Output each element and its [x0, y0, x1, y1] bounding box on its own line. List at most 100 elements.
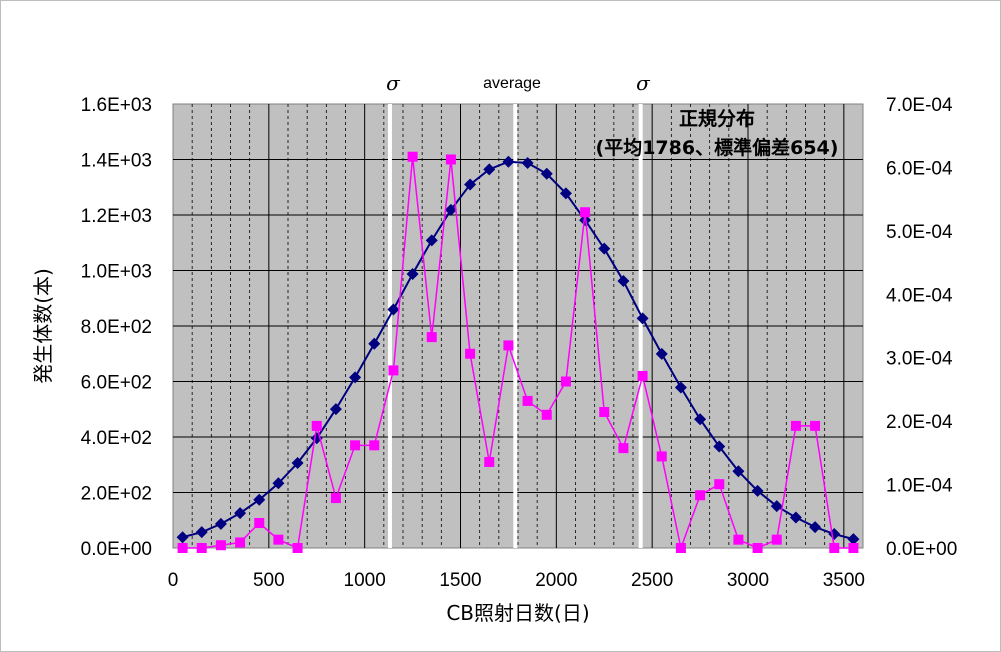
normal-distribution-point	[464, 178, 477, 191]
normal-distribution-point	[483, 163, 496, 176]
occurrence-count-series	[177, 151, 859, 553]
normal-distribution-point	[444, 203, 457, 216]
normal-distribution-point	[234, 507, 247, 520]
normal-distribution-point	[368, 337, 381, 350]
occurrence-count-point	[503, 340, 514, 351]
normal-distribution-point	[387, 303, 400, 316]
normal-distribution-point	[751, 484, 764, 497]
y-left-tick-label: 1.6E+03	[81, 95, 152, 116]
x-tick-label: 1000	[344, 570, 386, 591]
normal-distribution-point	[349, 371, 362, 384]
normal-distribution-point	[559, 187, 572, 200]
normal-distribution-point	[329, 403, 342, 416]
occurrence-count-point	[656, 451, 667, 462]
occurrence-count-point	[215, 540, 226, 551]
occurrence-count-point	[292, 543, 303, 553]
normal-distribution-point	[598, 242, 611, 255]
occurrence-count-point	[350, 440, 361, 451]
y-right-tick-label: 1.0E-04	[886, 476, 953, 497]
occurrence-count-point	[541, 409, 552, 420]
normal-distribution-point	[655, 347, 668, 360]
normal-distribution-point	[770, 500, 783, 513]
x-tick-label: 2500	[631, 570, 673, 591]
y-right-tick-label: 3.0E-04	[886, 349, 953, 370]
y-left-tick-label: 0.0E+00	[81, 539, 152, 560]
occurrence-count-point	[733, 534, 744, 545]
y-left-tick-label: 6.0E+02	[81, 373, 152, 394]
normal-distribution-point	[617, 274, 630, 287]
normal-distribution-point	[253, 493, 266, 506]
y-right-tick-label: 2.0E-04	[886, 412, 953, 433]
occurrence-count-point	[484, 456, 495, 467]
occurrence-count-point	[675, 543, 686, 553]
occurrence-count-point	[426, 332, 437, 343]
occurrence-count-point	[790, 420, 801, 431]
occurrence-count-point	[695, 490, 706, 501]
y-right-tick-label: 7.0E-04	[886, 95, 953, 116]
occurrence-count-point	[560, 376, 571, 387]
sigma-average-markers	[387, 104, 643, 548]
x-axis-label: CB照射日数(日)	[446, 601, 589, 625]
normal-distribution-point	[694, 413, 707, 426]
occurrence-count-point	[311, 420, 322, 431]
x-tick-label: 500	[253, 570, 285, 591]
normal-distribution-point	[540, 167, 553, 180]
occurrence-count-point	[254, 518, 265, 529]
normal-distribution-point	[636, 312, 649, 325]
occurrence-count-point	[196, 543, 207, 553]
x-tick-label: 3500	[823, 570, 865, 591]
y-left-tick-label: 8.0E+02	[81, 317, 152, 338]
y-left-tick-label: 4.0E+02	[81, 428, 152, 449]
y-left-tick-label: 1.0E+03	[81, 262, 152, 283]
y-left-tick-label: 1.2E+03	[81, 206, 152, 227]
normal-distribution-point	[291, 457, 304, 470]
occurrence-count-point	[235, 537, 246, 548]
x-tick-label: 3000	[727, 570, 769, 591]
occurrence-count-point	[330, 493, 341, 504]
y-left-tick-label: 1.4E+03	[81, 151, 152, 172]
occurrence-count-point	[810, 420, 821, 431]
normal-distribution-point	[502, 155, 515, 168]
normal-dist-title: 正規分布	[679, 107, 755, 130]
normal-distribution-point	[521, 156, 534, 169]
occurrence-count-point	[829, 543, 840, 553]
normal-distribution-point	[214, 517, 227, 530]
occurrence-count-point	[618, 443, 629, 454]
y-right-tick-label: 0.0E+00	[886, 539, 957, 560]
x-tick-label: 0	[168, 570, 179, 591]
normal-distribution-point	[789, 511, 802, 524]
normal-distribution-point	[425, 234, 438, 247]
normal-distribution-line	[182, 160, 854, 541]
occurrence-count-point	[637, 370, 648, 381]
y-right-tick-label: 4.0E-04	[886, 285, 953, 306]
sigma-right-label: σ	[636, 71, 651, 95]
occurrence-count-point	[177, 543, 188, 553]
x-tick-label: 2000	[535, 570, 577, 591]
occurrence-count-point	[445, 154, 456, 165]
normal-distribution-series	[176, 155, 860, 546]
occurrence-count-point	[465, 348, 476, 359]
y-right-tick-label: 6.0E-04	[886, 158, 953, 179]
occurrence-count-point	[388, 365, 399, 376]
occurrence-count-point	[599, 407, 610, 418]
occurrence-count-point	[848, 543, 859, 553]
occurrence-count-point	[580, 207, 591, 218]
average-label: average	[483, 75, 541, 92]
normal-dist-params: (平均1786、標準偏差654)	[596, 136, 839, 159]
occurrence-count-point	[369, 440, 380, 451]
y-axis-label: 発生体数(本)	[31, 268, 55, 384]
sigma-left-label: σ	[386, 71, 401, 95]
normal-distribution-point	[713, 440, 726, 453]
occurrence-count-point	[752, 543, 763, 553]
normal-distribution-point	[732, 465, 745, 478]
normal-distribution-point	[195, 526, 208, 539]
occurrence-count-point	[273, 534, 284, 545]
normal-distribution-point	[809, 521, 822, 534]
occurrence-count-point	[771, 534, 782, 545]
occurrence-count-point	[522, 395, 533, 406]
normal-distribution-point	[406, 267, 419, 280]
normal-distribution-point	[176, 531, 189, 544]
y-left-tick-label: 2.0E+02	[81, 484, 152, 505]
axis-ticks: 0 500 1000 1500 2000 2500 3000 3500 0.0E+00 2.0E+…	[81, 95, 958, 591]
